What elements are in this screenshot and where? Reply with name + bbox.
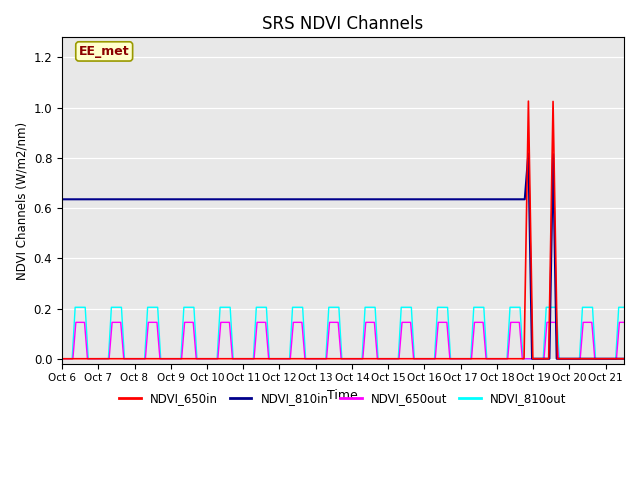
Text: EE_met: EE_met <box>79 45 129 58</box>
Y-axis label: NDVI Channels (W/m2/nm): NDVI Channels (W/m2/nm) <box>15 121 28 280</box>
Legend: NDVI_650in, NDVI_810in, NDVI_650out, NDVI_810out: NDVI_650in, NDVI_810in, NDVI_650out, NDV… <box>115 388 571 410</box>
X-axis label: Time: Time <box>328 389 358 402</box>
Title: SRS NDVI Channels: SRS NDVI Channels <box>262 15 424 33</box>
